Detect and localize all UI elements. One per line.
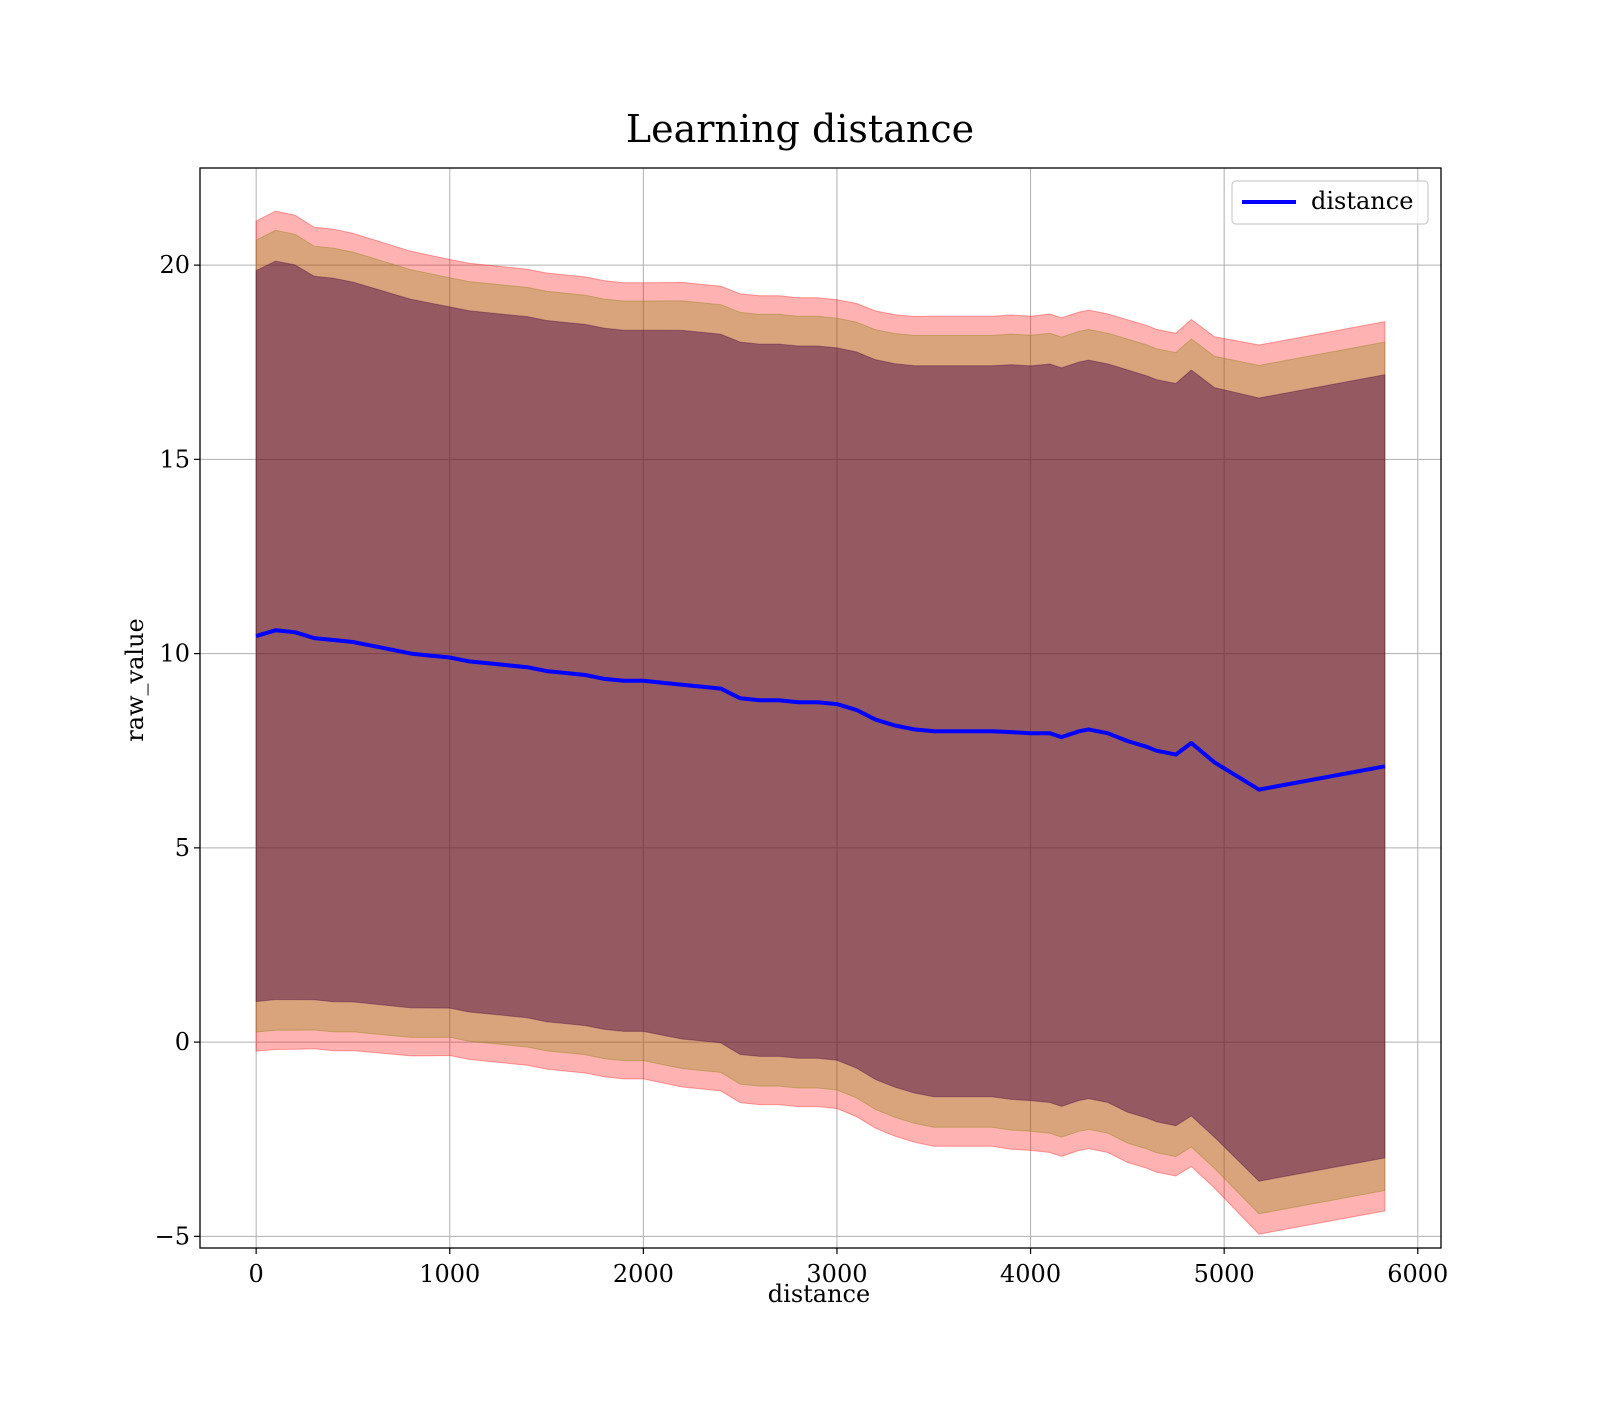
x-tick-label: 2000 [613,1260,674,1288]
plot-area: 0 1000 2000 3000 4000 5000 6000 −5 0 5 10 15 20 [155,167,1448,1288]
y-tick-label: 5 [175,834,190,862]
y-tick-label: 10 [159,640,190,668]
confidence-band-3 [255,260,1386,1182]
confidence-band-1 [255,210,1386,1235]
y-tick-label: 0 [175,1028,190,1056]
x-axis-label: distance [768,1280,870,1308]
x-tick-label: 0 [249,1260,264,1288]
y-axis-label: raw_value [121,618,149,742]
series-line-distance [255,628,1386,792]
x-tick-label: 6000 [1387,1260,1448,1288]
x-tick-label: 1000 [419,1260,480,1288]
axes-frame [199,167,1442,1249]
legend-frame [1231,180,1429,225]
legend-label-distance: distance [1311,187,1413,215]
y-tick-label: 15 [159,445,190,473]
x-tick-label: 5000 [1194,1260,1255,1288]
legend: distance [1231,180,1429,225]
chart-title: Learning distance [626,107,974,151]
x-tick-label: 3000 [806,1260,867,1288]
y-tick-label: 20 [159,251,190,279]
y-tick-label: −5 [155,1222,190,1250]
confidence-band-2 [255,229,1386,1215]
x-tick-label: 4000 [1000,1260,1061,1288]
